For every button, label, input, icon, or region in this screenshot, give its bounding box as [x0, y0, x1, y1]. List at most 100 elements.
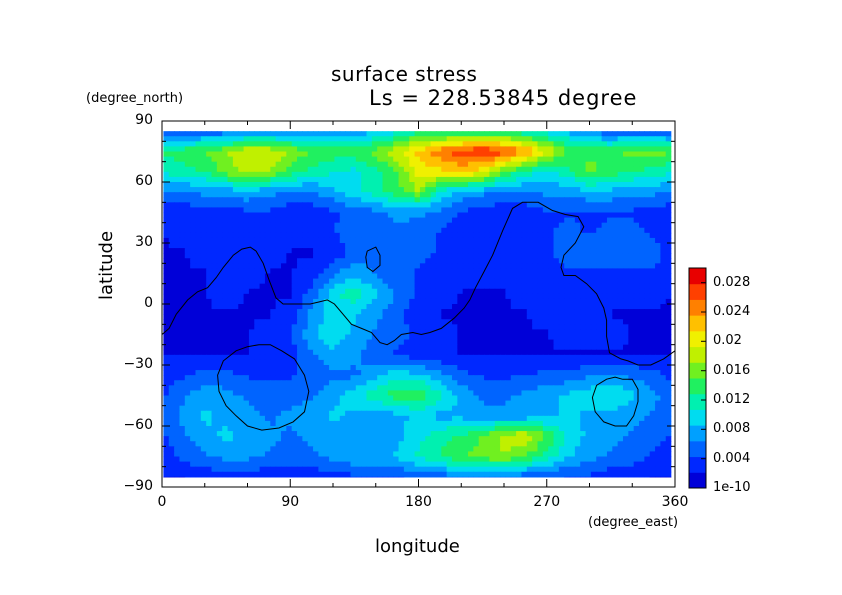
heatmap-cell — [366, 207, 373, 214]
heatmap-cell — [606, 324, 613, 331]
heatmap-cell — [345, 273, 352, 280]
heatmap-cell — [628, 146, 635, 153]
heatmap-cell — [574, 227, 581, 234]
heatmap-cell — [622, 354, 629, 361]
heatmap-cell — [222, 268, 229, 275]
heatmap-cell — [286, 243, 293, 249]
heatmap-cell — [345, 141, 352, 148]
heatmap-cell — [323, 293, 330, 300]
heatmap-cell — [238, 182, 245, 188]
heatmap-cell — [190, 243, 197, 249]
heatmap-cell — [484, 192, 490, 198]
heatmap-cell — [542, 293, 549, 300]
heatmap-cell — [484, 288, 490, 295]
heatmap-cell — [238, 176, 245, 183]
heatmap-cell — [238, 288, 245, 295]
heatmap-cell — [323, 136, 330, 142]
heatmap-cell — [494, 222, 501, 229]
heatmap-cell — [558, 268, 565, 275]
heatmap-cell — [558, 141, 565, 148]
heatmap-cell — [473, 182, 480, 188]
heatmap-cell — [649, 288, 656, 295]
heatmap-cell — [569, 390, 576, 397]
heatmap-cell — [435, 319, 442, 325]
heatmap-cell — [216, 161, 223, 168]
heatmap-cell — [569, 197, 576, 203]
heatmap-cell — [232, 283, 239, 290]
heatmap-cell — [377, 319, 384, 325]
heatmap-cell — [542, 319, 549, 325]
heatmap-cell — [585, 176, 592, 183]
heatmap-cell — [222, 309, 229, 315]
heatmap-cell — [393, 146, 400, 153]
heatmap-cell — [393, 334, 400, 341]
heatmap-cell — [484, 243, 490, 249]
heatmap-cell — [350, 136, 357, 142]
heatmap-cell — [393, 176, 400, 183]
heatmap-cell — [387, 370, 394, 376]
heatmap-cell — [163, 385, 170, 392]
heatmap-cell — [163, 268, 170, 275]
heatmap-cell — [371, 314, 378, 320]
heatmap-cell — [238, 283, 245, 290]
heatmap-cell — [500, 288, 507, 295]
heatmap-cell — [371, 166, 378, 173]
heatmap-cell — [489, 136, 496, 142]
heatmap-cell — [313, 370, 319, 376]
heatmap-cell — [195, 156, 202, 163]
heatmap-cell — [393, 375, 400, 381]
heatmap-cell — [548, 298, 555, 305]
heatmap-cell — [500, 263, 507, 270]
x-tick-label: 0 — [157, 494, 167, 510]
heatmap-cell — [505, 212, 512, 219]
heatmap-cell — [419, 141, 426, 148]
heatmap-cell — [446, 390, 453, 397]
heatmap-cell — [216, 370, 223, 376]
heatmap-cell — [494, 141, 501, 148]
heatmap-cell — [478, 385, 485, 392]
heatmap-cell — [649, 146, 656, 153]
heatmap-cell — [302, 253, 309, 259]
heatmap-cell — [174, 298, 181, 305]
heatmap-cell — [457, 354, 464, 361]
heatmap-cell — [275, 390, 282, 397]
heatmap-cell — [339, 207, 346, 214]
heatmap-cell — [168, 375, 175, 381]
heatmap-cell — [168, 237, 175, 244]
heatmap-cell — [232, 182, 239, 188]
heatmap-cell — [580, 156, 587, 163]
heatmap-cell — [601, 232, 608, 239]
heatmap-cell — [532, 309, 539, 315]
heatmap-cell — [318, 309, 325, 315]
heatmap-cell — [291, 136, 298, 142]
heatmap-cell — [355, 222, 362, 229]
heatmap-cell — [382, 141, 389, 148]
heatmap-cell — [286, 288, 293, 295]
heatmap-cell — [275, 166, 282, 173]
heatmap-cell — [606, 192, 613, 198]
heatmap-cell — [649, 156, 656, 163]
heatmap-cell — [451, 304, 458, 310]
heatmap-cell — [612, 324, 619, 331]
heatmap-cell — [243, 268, 250, 275]
heatmap-cell — [200, 237, 207, 244]
heatmap-cell — [473, 370, 480, 376]
heatmap-cell — [633, 263, 640, 270]
heatmap-cell — [403, 283, 410, 290]
heatmap-cell — [633, 370, 640, 376]
heatmap-cell — [505, 370, 512, 376]
heatmap-cell — [286, 227, 293, 234]
heatmap-cell — [494, 161, 501, 168]
heatmap-cell — [548, 304, 555, 310]
heatmap-cell — [462, 385, 469, 392]
heatmap-cell — [628, 151, 635, 158]
heatmap-cell — [184, 273, 191, 280]
heatmap-cell — [617, 171, 624, 178]
heatmap-cell — [174, 217, 181, 224]
heatmap-cell — [174, 136, 181, 142]
heatmap-cell — [179, 141, 186, 148]
heatmap-cell — [542, 243, 549, 249]
heatmap-cell — [345, 197, 352, 203]
heatmap-cell — [505, 288, 512, 295]
heatmap-cell — [532, 161, 539, 168]
